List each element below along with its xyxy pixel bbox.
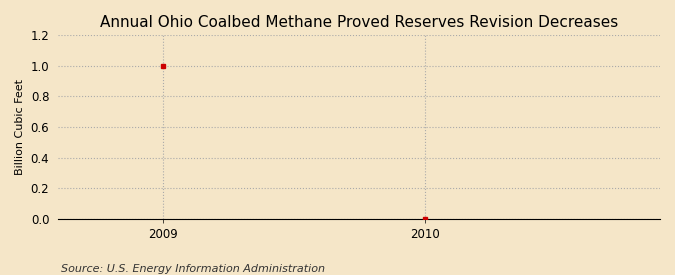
Y-axis label: Billion Cubic Feet: Billion Cubic Feet bbox=[15, 79, 25, 175]
Text: Source: U.S. Energy Information Administration: Source: U.S. Energy Information Administ… bbox=[61, 264, 325, 274]
Title: Annual Ohio Coalbed Methane Proved Reserves Revision Decreases: Annual Ohio Coalbed Methane Proved Reser… bbox=[100, 15, 618, 30]
